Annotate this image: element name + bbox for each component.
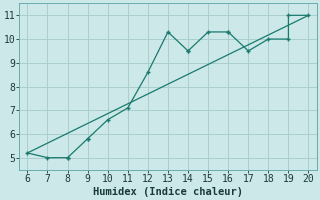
X-axis label: Humidex (Indice chaleur): Humidex (Indice chaleur) (93, 186, 243, 197)
